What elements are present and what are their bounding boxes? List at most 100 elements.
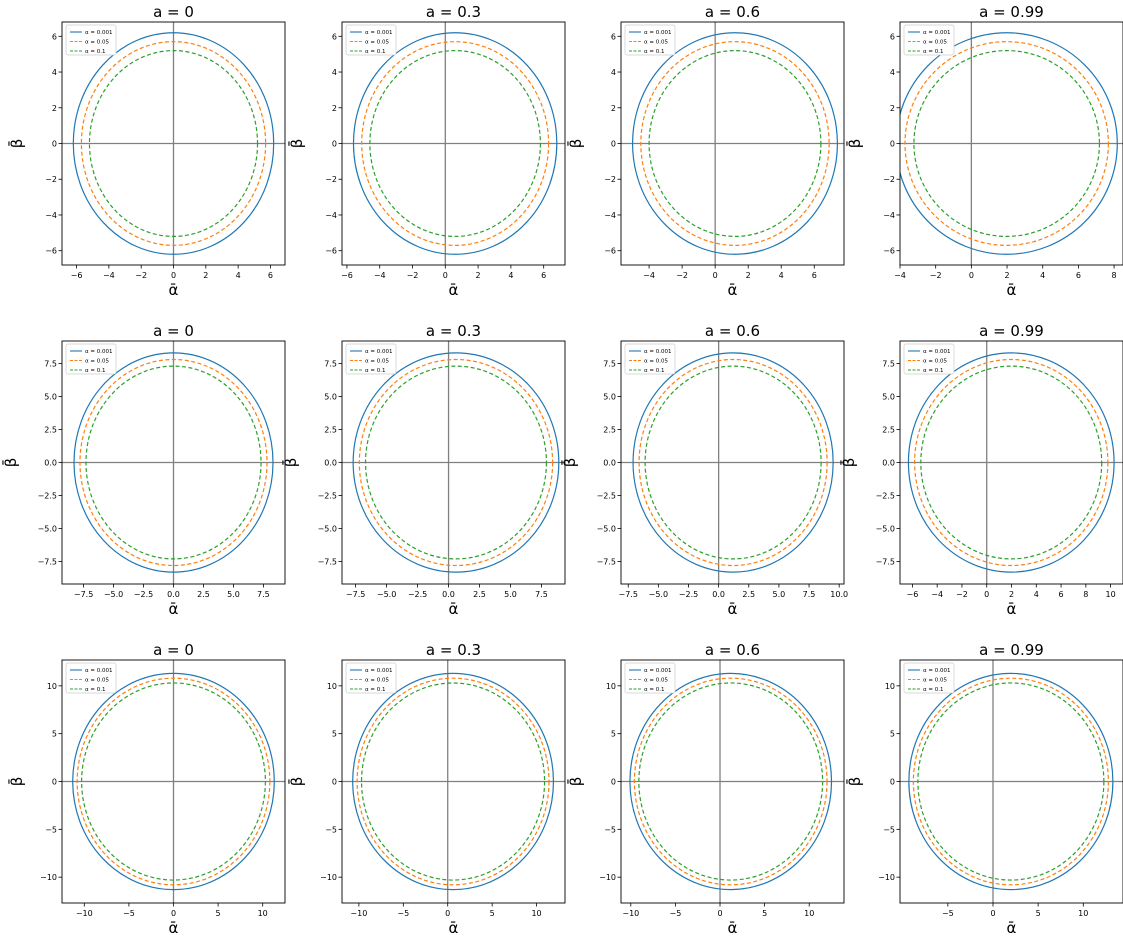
legend-label-1: α = 0.001 — [365, 30, 392, 36]
plot-area — [62, 660, 285, 903]
x-axis-label: ᾱ — [1007, 281, 1017, 299]
y-tick-label: 0 — [52, 140, 57, 149]
shadow-curve-1 — [72, 32, 275, 255]
x-tick-label: 10 — [1106, 590, 1116, 599]
legend-label-1: α = 0.001 — [923, 668, 950, 674]
x-tick-label: 0.0 — [167, 590, 180, 599]
x-tick-label: 10 — [531, 909, 541, 918]
legend-label-3: α = 0.1 — [85, 368, 105, 374]
x-tick-label: 7.5 — [535, 590, 548, 599]
x-tick-label: −2 — [930, 271, 942, 280]
x-tick-label: −2.5 — [408, 590, 427, 599]
y-tick-label: 0 — [52, 778, 57, 787]
y-tick-label: −2.5 — [876, 492, 895, 501]
x-tick-label: −4 — [374, 271, 386, 280]
legend: α = 0.001 α = 0.05 α = 0.1 — [65, 662, 117, 694]
x-axis-label: ᾱ — [1007, 919, 1017, 937]
panel-title: a = 0 — [153, 3, 194, 21]
x-tick-label: 2 — [1009, 590, 1014, 599]
y-tick-label: 0 — [890, 140, 895, 149]
y-tick-label: 5 — [52, 730, 57, 739]
x-tick-label: 5 — [490, 909, 495, 918]
y-axis-label: β̄ — [560, 458, 579, 468]
y-tick-label: 5.0 — [603, 392, 616, 401]
y-tick-label: 4 — [332, 68, 337, 77]
x-tick-label: 10 — [1078, 909, 1088, 918]
panel-title: a = 0.3 — [426, 3, 481, 21]
x-tick-label: −5 — [123, 909, 135, 918]
y-tick-label: 10 — [885, 682, 895, 691]
legend-label-2: α = 0.05 — [644, 678, 668, 684]
x-tick-label: −6 — [341, 271, 353, 280]
shadow-curve-3 — [917, 682, 1105, 881]
shadow-curve-2 — [80, 41, 267, 246]
legend-label-3: α = 0.1 — [923, 368, 943, 374]
y-tick-label: −7.5 — [597, 558, 616, 567]
shadow-curve-2 — [914, 358, 1109, 567]
y-axis-label: β̄ — [287, 139, 306, 149]
x-tick-label: 5 — [216, 909, 221, 918]
shadow-curve-1 — [72, 672, 275, 891]
x-tick-label: −2 — [956, 590, 968, 599]
x-tick-label: 2 — [203, 271, 208, 280]
y-tick-label: 2 — [332, 104, 337, 113]
x-tick-label: 0.0 — [442, 590, 455, 599]
y-tick-label: −6 — [45, 247, 57, 256]
x-tick-label: 0.0 — [712, 590, 725, 599]
plot-area — [621, 341, 844, 584]
plot-area — [900, 341, 1123, 584]
legend-label-3: α = 0.1 — [644, 687, 664, 693]
x-tick-label: −5 — [942, 909, 954, 918]
y-tick-label: −4 — [883, 211, 895, 220]
shadow-curve-2 — [633, 677, 828, 886]
x-tick-label: 0 — [990, 909, 995, 918]
legend-label-3: α = 0.1 — [365, 368, 385, 374]
shadow-curve-1 — [907, 352, 1115, 573]
plot-area — [342, 22, 565, 265]
y-tick-label: −2 — [604, 175, 616, 184]
y-tick-label: 5.0 — [44, 392, 57, 401]
legend-label-3: α = 0.1 — [644, 49, 664, 55]
legend-label-1: α = 0.001 — [85, 349, 112, 355]
x-tick-label: 2.5 — [742, 590, 755, 599]
panel-title: a = 0 — [153, 322, 194, 340]
panel-title: a = 0.3 — [426, 641, 481, 659]
legend-label-2: α = 0.05 — [923, 359, 947, 365]
y-tick-label: 2.5 — [882, 425, 895, 434]
shadow-curve-2 — [358, 358, 554, 567]
legend-label-2: α = 0.05 — [923, 40, 947, 46]
y-tick-label: 0.0 — [882, 459, 895, 468]
shadow-curve-1 — [352, 352, 560, 573]
shadow-curve-3 — [920, 365, 1103, 560]
x-tick-label: 0 — [443, 271, 448, 280]
x-tick-label: 8 — [1112, 271, 1117, 280]
y-tick-label: −7.5 — [318, 558, 337, 567]
legend: α = 0.001 α = 0.05 α = 0.1 — [624, 662, 676, 694]
legend-label-3: α = 0.1 — [85, 687, 105, 693]
plot-area — [900, 22, 1123, 265]
y-tick-label: 2.5 — [44, 425, 57, 434]
y-tick-label: −5 — [45, 825, 57, 834]
legend-label-2: α = 0.05 — [365, 40, 389, 46]
x-tick-label: 0 — [717, 909, 722, 918]
y-tick-label: −10 — [40, 873, 57, 882]
shadow-curve-3 — [913, 49, 1101, 238]
x-tick-label: 6 — [541, 271, 546, 280]
x-tick-label: 5 — [762, 909, 767, 918]
legend-label-1: α = 0.001 — [923, 30, 950, 36]
y-axis-label: β̄ — [839, 458, 858, 468]
legend: α = 0.001 α = 0.05 α = 0.1 — [65, 24, 117, 56]
legend: α = 0.001 α = 0.05 α = 0.1 — [624, 343, 676, 375]
x-tick-label: −7.5 — [619, 590, 638, 599]
y-axis-label: β̄ — [287, 777, 306, 787]
x-tick-label: −10 — [76, 909, 93, 918]
legend: α = 0.001 α = 0.05 α = 0.1 — [65, 343, 117, 375]
y-axis-label: β̄ — [566, 777, 585, 787]
y-tick-label: 0.0 — [603, 459, 616, 468]
x-axis-label: ᾱ — [728, 919, 738, 937]
plot-area — [62, 22, 285, 265]
